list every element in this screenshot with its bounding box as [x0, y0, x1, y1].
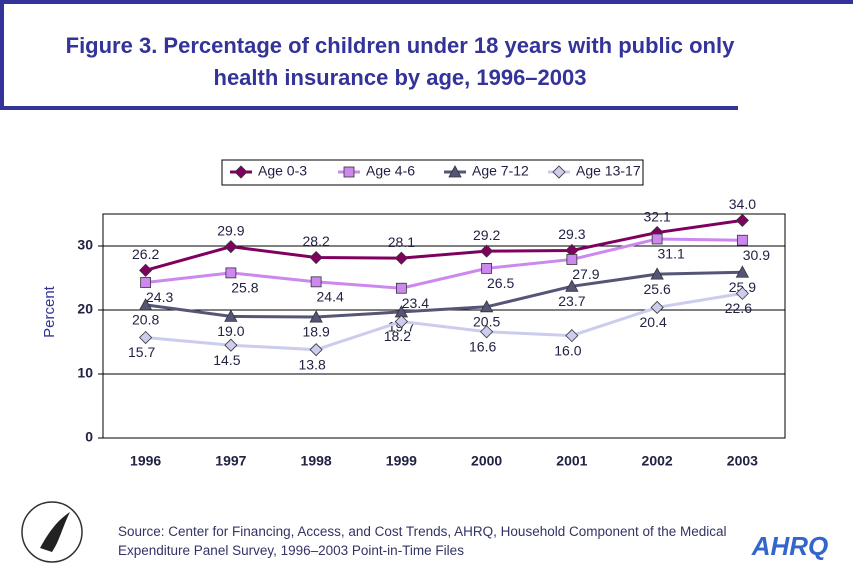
- point: [139, 263, 153, 277]
- series-line: [145, 218, 743, 272]
- x-tick-label: 1999: [386, 453, 417, 469]
- data-label: 16.6: [469, 338, 496, 354]
- point: [651, 233, 663, 245]
- data-label: 18.9: [303, 324, 330, 340]
- plot-area: [102, 213, 786, 439]
- point: [480, 244, 494, 258]
- data-label: 25.8: [231, 280, 258, 296]
- point: [224, 338, 238, 352]
- x-tick-label: 1996: [130, 453, 161, 469]
- data-label: 26.5: [487, 275, 514, 291]
- data-label: 24.3: [146, 289, 173, 305]
- data-label: 22.6: [725, 300, 752, 316]
- x-tick-label: 2001: [556, 453, 587, 469]
- x-tick-label: 2002: [642, 453, 673, 469]
- legend-marker: [343, 166, 355, 178]
- legend-label: Age 13-17: [576, 163, 641, 179]
- x-tick-label: 2003: [727, 453, 758, 469]
- series-line: [145, 270, 743, 319]
- point: [735, 213, 749, 227]
- data-label: 23.4: [402, 295, 429, 311]
- data-label: 20.8: [132, 312, 159, 328]
- point: [479, 299, 494, 313]
- data-label: 28.2: [303, 233, 330, 249]
- legend-marker: [234, 165, 248, 179]
- data-label: 29.3: [558, 226, 585, 242]
- data-label: 27.9: [572, 266, 599, 282]
- data-label: 23.7: [558, 293, 585, 309]
- point: [138, 298, 153, 311]
- point: [394, 314, 408, 329]
- data-label: 13.8: [299, 356, 326, 372]
- point: [480, 325, 494, 339]
- legend-label: Age 4-6: [366, 163, 415, 179]
- data-label: 14.5: [213, 352, 240, 368]
- data-label: 20.5: [473, 314, 500, 330]
- point: [736, 234, 748, 246]
- point: [650, 267, 664, 280]
- point: [225, 267, 237, 279]
- legend-label: Age 0-3: [258, 163, 307, 179]
- point: [309, 310, 323, 323]
- point: [735, 265, 750, 278]
- point: [565, 329, 579, 343]
- y-tick-label: 20: [77, 301, 93, 317]
- hhs-seal: [21, 501, 83, 563]
- point: [309, 250, 323, 265]
- data-label: 30.9: [743, 247, 770, 263]
- x-tick-label: 1998: [301, 453, 332, 469]
- y-tick-label: 0: [85, 429, 93, 445]
- point: [224, 309, 238, 322]
- y-tick-label: 10: [77, 365, 93, 381]
- legend-box: [221, 159, 644, 186]
- hhs-eagle: [40, 512, 70, 552]
- point: [309, 343, 323, 357]
- data-label: 32.1: [644, 208, 671, 224]
- x-tick-label: 1997: [215, 453, 246, 469]
- legend-marker: [552, 165, 566, 179]
- point: [566, 254, 578, 265]
- point: [140, 277, 152, 288]
- y-tick-label: 30: [77, 237, 93, 253]
- data-label: 29.2: [473, 227, 500, 243]
- point: [394, 251, 408, 265]
- point: [395, 282, 407, 294]
- data-label: 25.6: [644, 281, 671, 297]
- chart-title: Figure 3. Percentage of children under 1…: [65, 33, 735, 90]
- point: [310, 276, 322, 288]
- point: [565, 279, 579, 292]
- point: [224, 240, 238, 254]
- point: [735, 286, 749, 300]
- data-label: 31.1: [658, 246, 685, 262]
- source-note: Source: Center for Financing, Access, an…: [118, 524, 727, 558]
- data-label: 19.0: [217, 323, 244, 339]
- series-line: [145, 237, 743, 290]
- ahrq-logo: AHRQ: [751, 531, 829, 561]
- point: [481, 262, 493, 274]
- legend-label: Age 7-12: [472, 163, 529, 179]
- data-label: 34.0: [729, 196, 756, 212]
- legend-marker: [448, 165, 462, 178]
- data-label: 15.7: [128, 344, 155, 360]
- data-label: 29.9: [217, 222, 244, 238]
- data-label: 28.1: [388, 234, 415, 250]
- series-line: [145, 291, 743, 352]
- data-label: 20.4: [640, 314, 667, 330]
- point: [139, 330, 153, 345]
- data-label: 18.2: [384, 328, 411, 344]
- y-axis-label: Percent: [41, 285, 58, 338]
- data-label: 24.4: [317, 289, 344, 305]
- x-tick-label: 2000: [471, 453, 502, 469]
- data-label: 16.0: [554, 342, 581, 358]
- point: [650, 300, 664, 315]
- data-label: 26.2: [132, 246, 159, 262]
